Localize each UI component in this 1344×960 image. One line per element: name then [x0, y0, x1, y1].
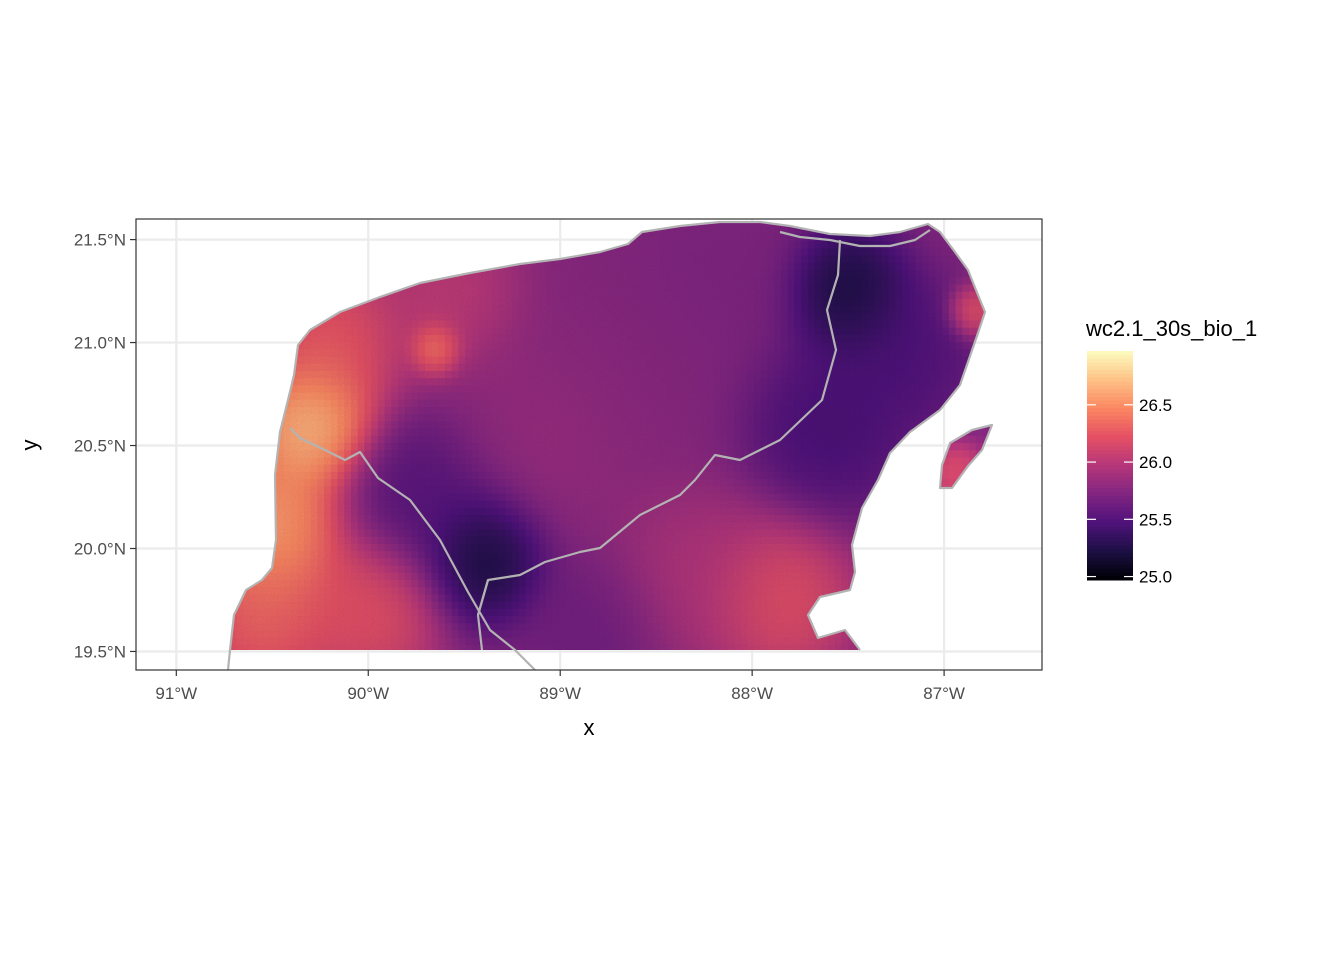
raster-map-chart: 91°W 90°W 89°W 88°W 87°W 21.5°N21.0°N20.5°N2… — [17, 218, 1257, 740]
